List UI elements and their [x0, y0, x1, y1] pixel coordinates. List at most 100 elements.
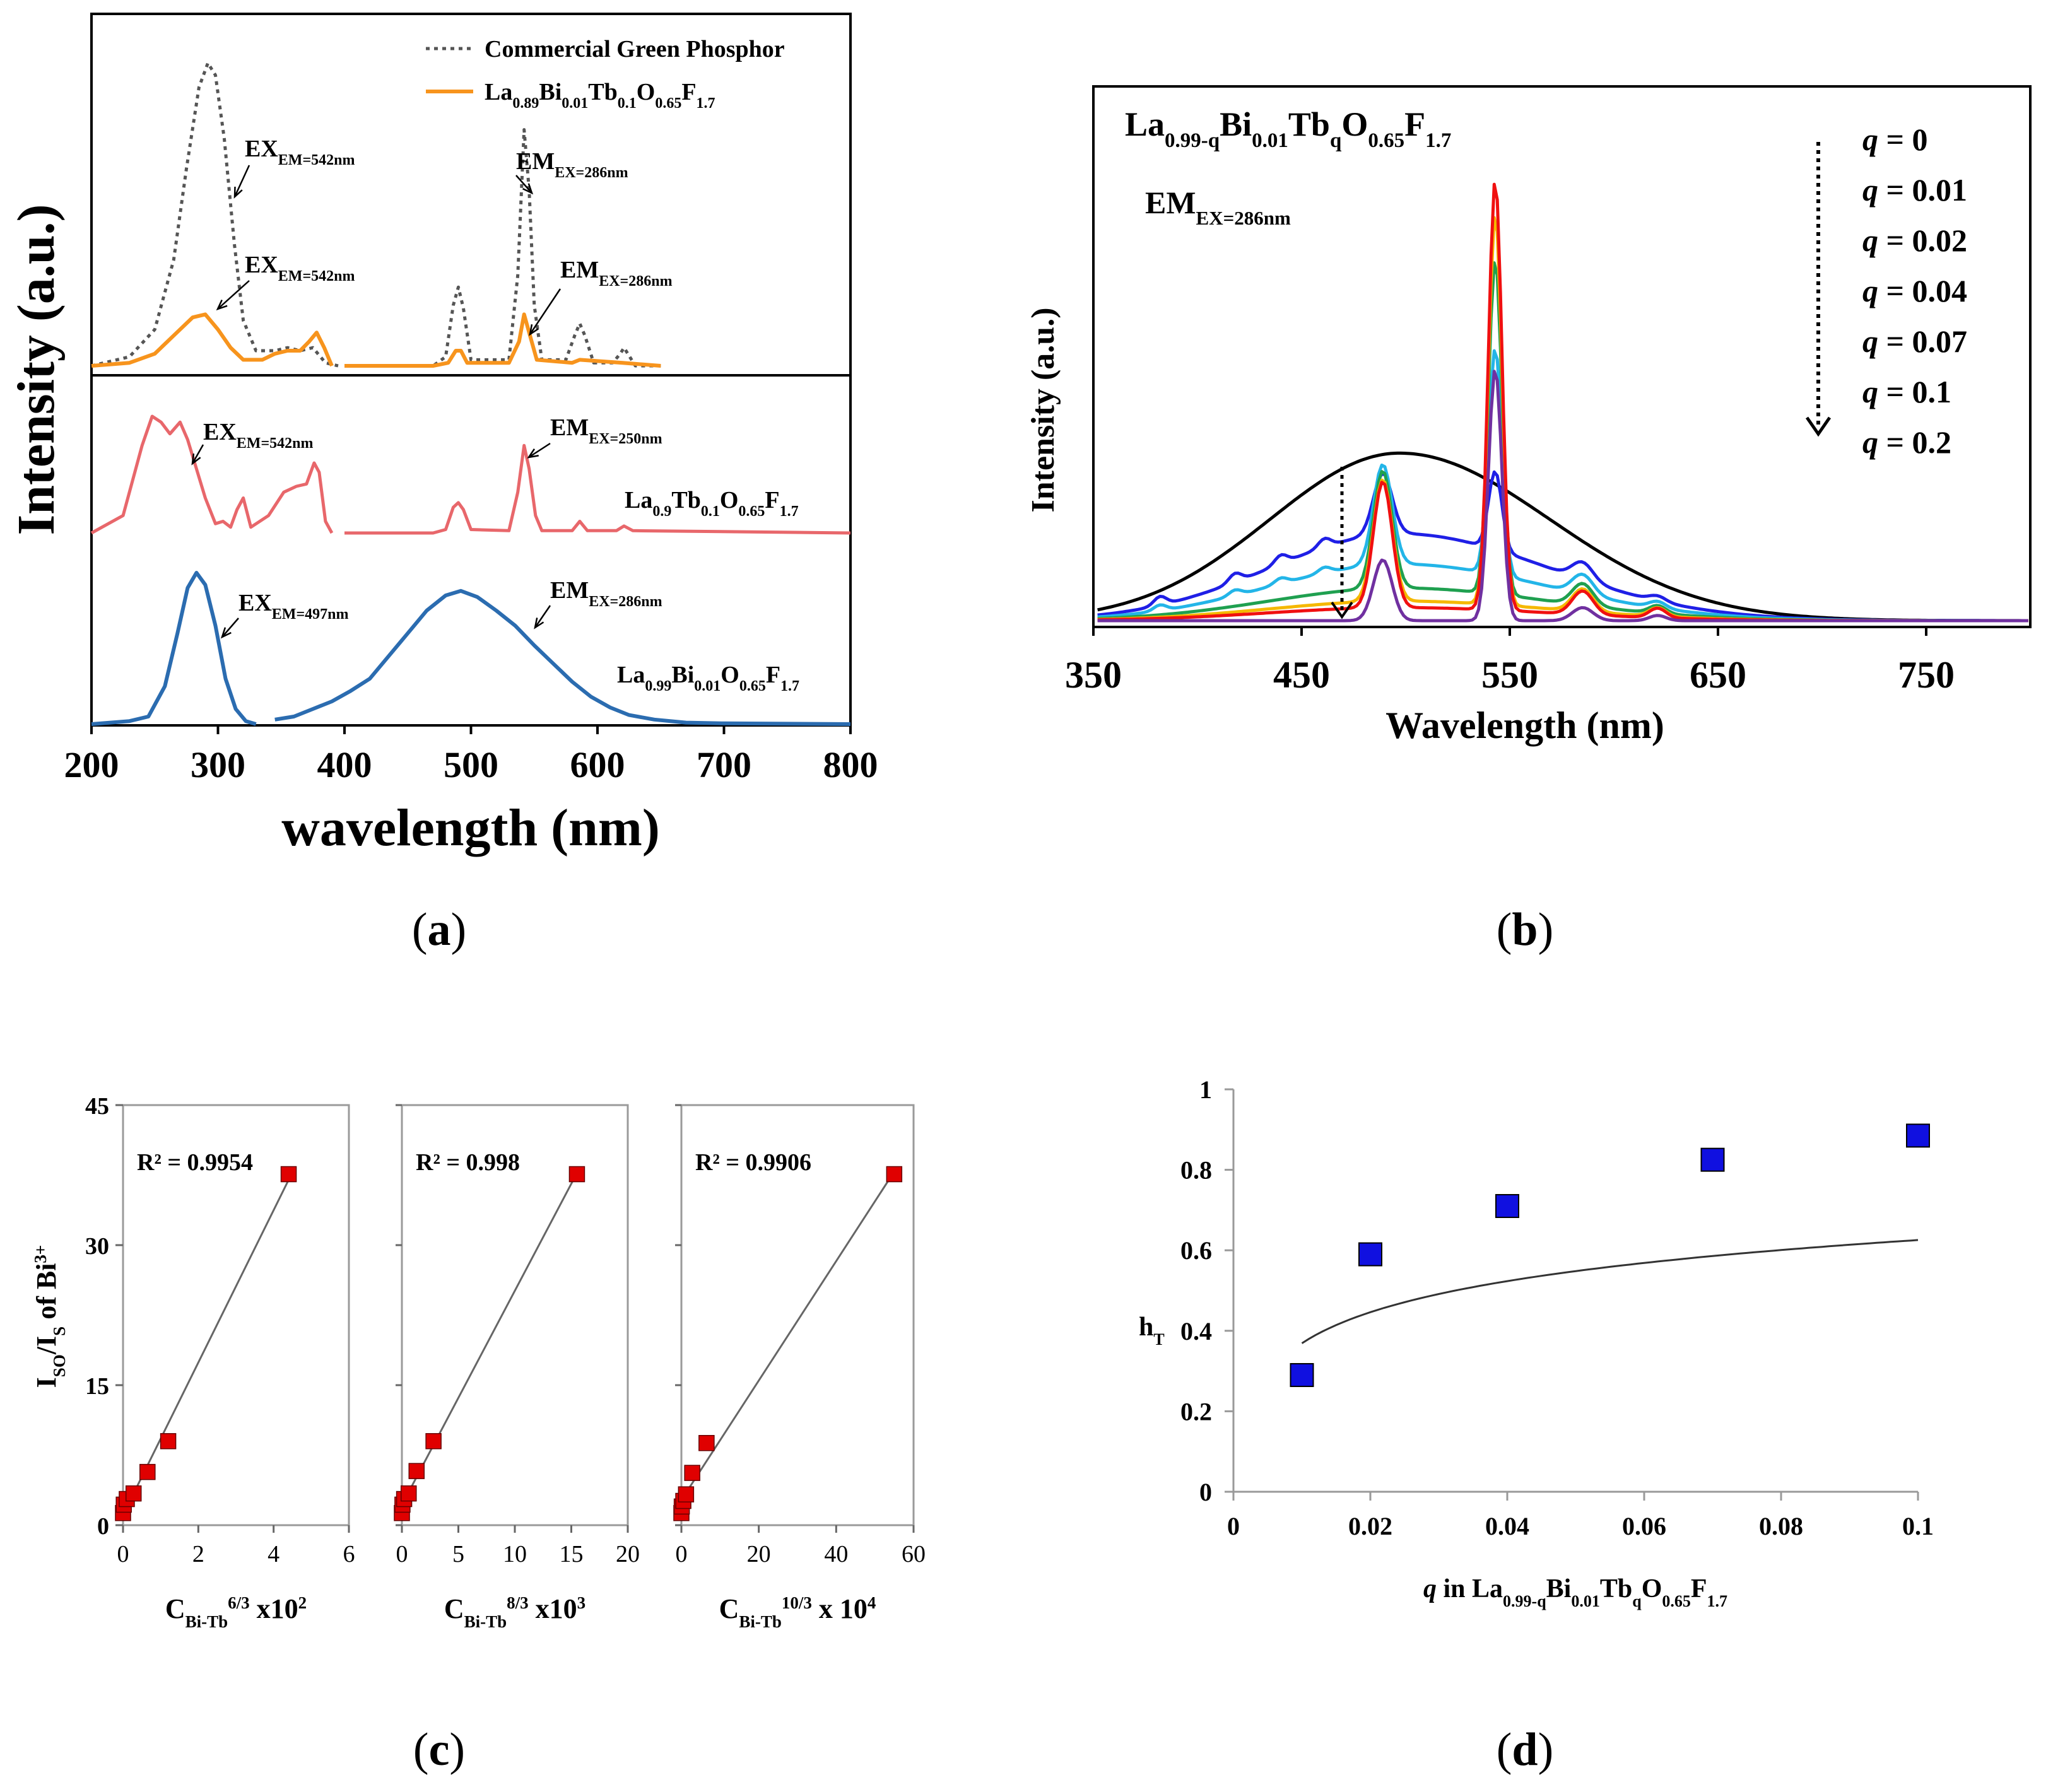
y-tick-label: 0.2: [1180, 1397, 1212, 1426]
panel-a-chart: 200 300 400 500 600 700 800 wavelength (nm) Inte…: [7, 13, 878, 857]
series-line-q-0.2: [1097, 370, 2028, 623]
annotation-em-orange: EMEX=286nm: [560, 257, 673, 290]
blue-excitation-line: [91, 571, 257, 726]
y-axis-label: Intensity (a.u.): [7, 204, 66, 535]
x-tick-label: 5: [452, 1541, 464, 1567]
annotation-ex-bottom: EXEM=497nm: [238, 590, 348, 623]
y-axis-label: ISO/IS of Bi3+: [31, 1245, 69, 1388]
data-point: [886, 1166, 903, 1183]
data-point: [425, 1433, 442, 1449]
x-tick-label: 4: [268, 1541, 279, 1567]
legend-label-orange: La0.89Bi0.01Tb0.1O0.65F1.7: [485, 79, 715, 112]
x-tick-label: 40: [824, 1541, 848, 1567]
legend-label-q-0: q = 0: [1862, 122, 1928, 157]
y-axis-label: Intensity (a.u.): [1025, 307, 1061, 512]
subplot-frame: [680, 1104, 915, 1526]
x-tick-label: 2: [192, 1541, 204, 1567]
data-point: [160, 1433, 177, 1449]
arrow-ex-commercial: [233, 165, 250, 197]
data-point: [1358, 1242, 1382, 1267]
fit-curve: [1301, 1239, 1919, 1344]
data-point: [125, 1485, 142, 1502]
orange-excitation-line: [91, 312, 334, 368]
x-tick-label: 0: [396, 1541, 408, 1567]
trend-arrow-head: [1331, 601, 1353, 619]
arrow-ex-bottom: [221, 618, 239, 638]
annotation-ex-orange: EXEM=542nm: [245, 252, 355, 284]
fit-line: [680, 1171, 895, 1501]
data-point: [1906, 1123, 1930, 1148]
y-tick-label: 0.6: [1180, 1236, 1212, 1265]
r-squared-label: R² = 0.9954: [137, 1149, 253, 1176]
series-line-q-0: [1097, 451, 2028, 623]
compound-label-mid: La0.9Tb0.1O0.65F1.7: [625, 487, 799, 520]
legend-label-q-0.04: q = 0.04: [1862, 273, 1967, 308]
annotation-em-bottom: EMEX=286nm: [550, 577, 662, 610]
panel-label-b: (b): [1497, 904, 1553, 956]
annotation-ex-mid: EXEM=542nm: [203, 419, 313, 452]
panel-c-chart: ISO/IS of Bi3+ 0 15 30 45 0 2 4 6 R² = 0.9954 CBi-…: [31, 1093, 926, 1631]
data-point: [1290, 1362, 1314, 1387]
chart-title: La0.99-qBi0.01TbqO0.65F1.7: [1125, 105, 1451, 152]
x-tick-label: 20: [616, 1541, 640, 1567]
r-squared-label: R² = 0.998: [416, 1149, 520, 1176]
data-point: [280, 1166, 297, 1183]
legend-label-q-0.1: q = 0.1: [1862, 374, 1951, 409]
x-tick-label: 650: [1690, 654, 1746, 696]
x-tick-label: 0.08: [1759, 1512, 1803, 1540]
data-point: [408, 1463, 425, 1479]
x-tick-label: 10: [503, 1541, 527, 1567]
legend-label-q-0.2: q = 0.2: [1862, 425, 1951, 460]
arrow-ex-commercial-head: [233, 186, 243, 199]
panel-label-a: (a): [412, 904, 466, 956]
x-tick-label: 400: [317, 744, 372, 785]
y-tick-label: 0.4: [1180, 1317, 1212, 1345]
x-tick-label: 20: [747, 1541, 771, 1567]
y-tick-label: 0: [97, 1513, 109, 1540]
legend-label-q-0.02: q = 0.02: [1862, 223, 1967, 258]
orange-emission-line: [344, 312, 661, 368]
annotation-em-mid: EMEX=250nm: [550, 414, 662, 447]
annotation-ex-commercial: EXEM=542nm: [245, 136, 355, 168]
annotation-em-commercial: EMEX=286nm: [516, 148, 628, 181]
x-axis-label: Wavelength (nm): [1385, 705, 1664, 746]
commercial-excitation-line: [91, 61, 339, 368]
arrow-em-mid: [528, 442, 551, 459]
arrow-em-mid-head: [527, 448, 539, 459]
data-point: [1495, 1194, 1519, 1219]
y-tick-label: 0.8: [1180, 1156, 1212, 1185]
y-tick-label: 45: [85, 1093, 109, 1120]
arrow-ex-orange: [217, 280, 250, 310]
plot-frame: [1092, 85, 2032, 628]
x-tick-label: 0.02: [1348, 1512, 1392, 1540]
arrow-ex-mid-head: [191, 453, 201, 466]
chart-annotation: EMEX=286nm: [1145, 185, 1291, 229]
x-tick-label: 450: [1273, 654, 1330, 696]
data-point: [568, 1166, 585, 1183]
arrow-em-commercial: [515, 175, 532, 194]
x-tick-label: 0.04: [1485, 1512, 1529, 1540]
arrow-em-orange-head: [529, 324, 539, 336]
x-tick-label: 0.1: [1902, 1512, 1934, 1540]
x-tick-label: 300: [191, 744, 245, 785]
legend-label-q-0.01: q = 0.01: [1862, 172, 1967, 208]
data-point: [678, 1486, 695, 1502]
arrow-em-bottom-head: [534, 618, 544, 630]
red-emission-line: [344, 443, 851, 535]
legend-label-commercial: Commercial Green Phosphor: [485, 36, 785, 62]
panel-d-chart: 0 0.2 0.4 0.6 0.8 1 0 0.02 0.04 0.06 0.08 0.1 hT q in…: [1139, 1075, 1934, 1610]
r-squared-label: R² = 0.9906: [695, 1149, 811, 1176]
x-axis-label: CBi-Tb6/3 x102: [165, 1593, 307, 1631]
x-tick-label: 200: [64, 744, 119, 785]
y-tick-label: 0: [1199, 1478, 1212, 1506]
y-tick-label: 15: [85, 1373, 109, 1400]
panel-b-chart: 350 450 550 650 750 Wavelength (nm) Intensity …: [1025, 85, 2032, 746]
arrow-ex-bottom-head: [220, 627, 232, 639]
data-point: [400, 1485, 417, 1502]
y-axis-label: hT: [1139, 1313, 1165, 1349]
data-point: [139, 1463, 156, 1480]
x-tick-label: 500: [444, 744, 498, 785]
arrow-ex-orange-head: [216, 299, 228, 311]
y-tick-label: 30: [85, 1233, 109, 1260]
